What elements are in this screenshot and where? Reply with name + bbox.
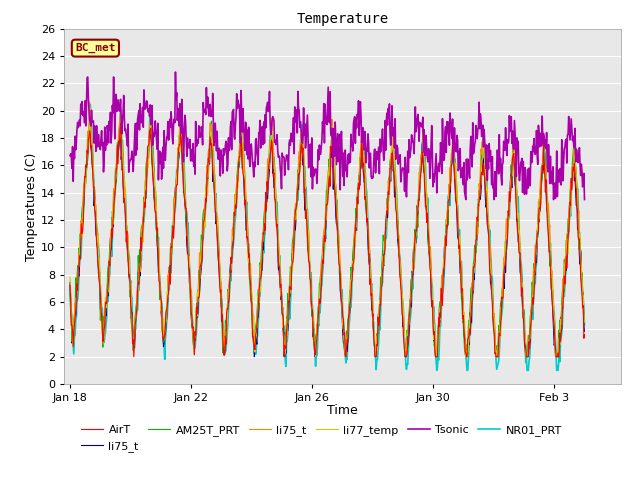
li75_t	[312, 354, 319, 360]
AirT	[378, 284, 385, 290]
NR01_PRT	[136, 267, 144, 273]
Line: AirT: AirT	[70, 123, 584, 357]
Tsonic	[377, 149, 385, 155]
Legend: AirT, li75_t, AM25T_PRT, li75_t, li77_temp, Tsonic, NR01_PRT: AirT, li75_t, AM25T_PRT, li75_t, li77_te…	[81, 425, 562, 452]
AM25T_PRT	[378, 283, 385, 289]
X-axis label: Time: Time	[327, 405, 358, 418]
li77_temp	[312, 354, 319, 360]
NR01_PRT	[125, 254, 133, 260]
li75_t	[170, 199, 178, 205]
Line: li75_t: li75_t	[70, 127, 584, 357]
Title: Temperature: Temperature	[296, 12, 388, 26]
li75_t	[580, 314, 588, 320]
Tsonic	[172, 69, 179, 75]
Line: NR01_PRT: NR01_PRT	[70, 105, 584, 371]
AirT	[334, 228, 342, 234]
li75_t	[125, 259, 133, 264]
li75_t	[136, 269, 144, 275]
li75_t	[66, 289, 74, 295]
Tsonic	[460, 160, 468, 166]
li75_t	[461, 337, 468, 343]
NR01_PRT	[86, 102, 94, 108]
Tsonic	[580, 197, 588, 203]
li75_t	[136, 254, 143, 260]
li75_t	[177, 124, 184, 130]
li77_temp	[378, 288, 385, 293]
li77_temp	[86, 105, 94, 111]
AM25T_PRT	[461, 348, 468, 354]
AM25T_PRT	[333, 221, 341, 227]
li77_temp	[334, 221, 342, 227]
AirT	[461, 335, 468, 341]
li75_t	[86, 99, 93, 105]
Line: li75_t: li75_t	[70, 102, 584, 357]
NR01_PRT	[171, 208, 179, 214]
Text: BC_met: BC_met	[75, 43, 116, 53]
Y-axis label: Temperatures (C): Temperatures (C)	[25, 152, 38, 261]
li75_t	[66, 280, 74, 286]
li77_temp	[125, 273, 133, 278]
Tsonic	[462, 197, 470, 203]
li75_t	[171, 199, 179, 205]
Tsonic	[136, 127, 143, 133]
li75_t	[125, 273, 132, 279]
AM25T_PRT	[171, 190, 179, 196]
AirT	[66, 282, 74, 288]
NR01_PRT	[333, 197, 341, 203]
AirT	[580, 332, 588, 338]
li75_t	[250, 354, 258, 360]
AM25T_PRT	[66, 290, 74, 296]
AM25T_PRT	[86, 115, 94, 120]
NR01_PRT	[433, 368, 440, 373]
AirT	[116, 120, 124, 126]
li77_temp	[66, 275, 74, 280]
Tsonic	[170, 116, 178, 122]
li75_t	[378, 283, 385, 289]
NR01_PRT	[377, 309, 385, 315]
AirT	[125, 272, 133, 277]
Line: Tsonic: Tsonic	[70, 72, 584, 200]
Tsonic	[66, 153, 74, 158]
AM25T_PRT	[372, 354, 380, 360]
li77_temp	[461, 327, 468, 333]
Tsonic	[333, 147, 341, 153]
li77_temp	[136, 266, 144, 272]
AM25T_PRT	[580, 319, 588, 325]
AM25T_PRT	[125, 274, 133, 280]
NR01_PRT	[461, 332, 468, 338]
li77_temp	[171, 201, 179, 207]
li77_temp	[580, 319, 588, 325]
AirT	[172, 200, 179, 206]
li75_t	[580, 328, 588, 334]
AM25T_PRT	[136, 253, 144, 259]
NR01_PRT	[580, 322, 588, 328]
NR01_PRT	[66, 282, 74, 288]
li75_t	[334, 231, 342, 237]
Line: li77_temp: li77_temp	[70, 108, 584, 357]
li75_t	[378, 286, 385, 291]
li75_t	[461, 318, 468, 324]
AirT	[130, 354, 138, 360]
Line: AM25T_PRT: AM25T_PRT	[70, 118, 584, 357]
Tsonic	[125, 169, 132, 175]
AirT	[137, 235, 145, 240]
li75_t	[334, 235, 342, 241]
